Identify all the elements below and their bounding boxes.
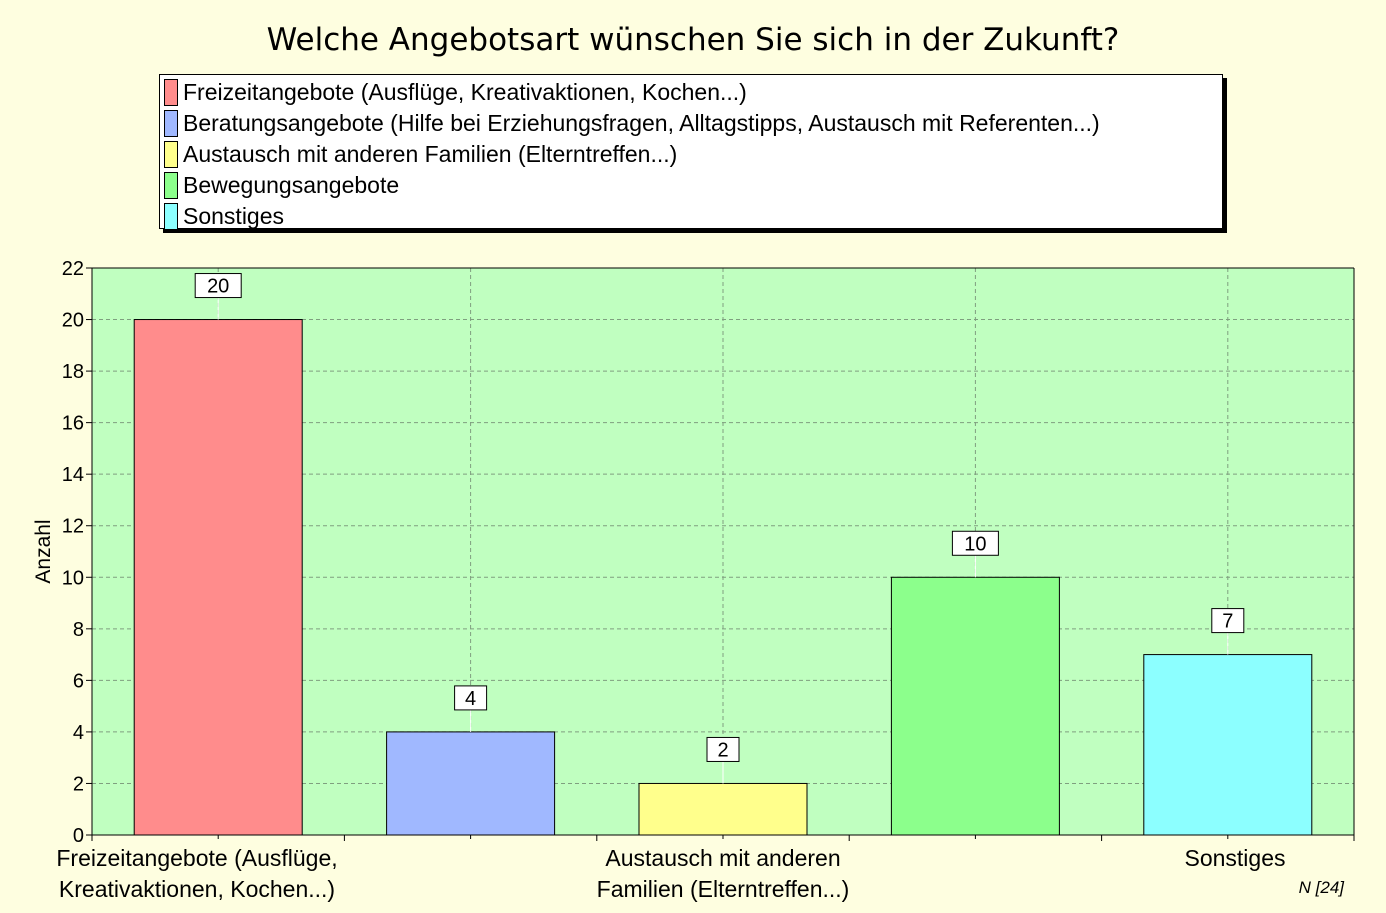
- legend-item: Beratungsangebote (Hilfe bei Erziehungsf…: [164, 108, 1222, 139]
- x-category-label: Familien (Elterntreffen...): [597, 876, 850, 902]
- x-category-label: Sonstiges: [1184, 845, 1285, 871]
- value-label-box: [454, 685, 488, 711]
- chart-legend: Freizeitangebote (Ausflüge, Kreativaktio…: [159, 74, 1223, 232]
- x-category-label: Freizeitangebote (Ausflüge,: [56, 845, 337, 871]
- y-tick-label: 0: [73, 825, 84, 847]
- y-tick-label: 8: [73, 619, 84, 641]
- legend-swatch: [164, 110, 178, 137]
- legend-item: Austausch mit anderen Familien (Elterntr…: [164, 139, 1222, 170]
- bar: [1143, 654, 1313, 836]
- value-label-box: [706, 736, 740, 762]
- legend-label: Bewegungsangebote: [183, 172, 400, 198]
- y-tick-label: 16: [62, 413, 84, 435]
- y-tick-label: 14: [62, 464, 84, 486]
- y-tick-label: 22: [62, 258, 84, 280]
- legend-swatch: [164, 79, 178, 106]
- sample-size-label: N [24]: [1298, 878, 1344, 897]
- value-label: 10: [964, 533, 986, 555]
- legend-item: Freizeitangebote (Ausflüge, Kreativaktio…: [164, 77, 1222, 108]
- legend-label: Freizeitangebote (Ausflüge, Kreativaktio…: [183, 79, 747, 105]
- bar: [638, 782, 808, 836]
- y-tick-label: 18: [62, 361, 84, 383]
- x-category-label: Austausch mit anderen: [605, 845, 840, 871]
- value-label: 2: [717, 739, 728, 761]
- y-tick-label: 6: [73, 670, 84, 692]
- legend-label: Sonstiges: [183, 203, 285, 229]
- value-label: 7: [1222, 611, 1233, 633]
- bar: [890, 576, 1060, 836]
- value-label-box: [951, 530, 999, 556]
- value-label-box: [194, 273, 242, 299]
- legend-swatch: [164, 203, 178, 230]
- y-tick-label: 12: [62, 516, 84, 538]
- y-axis-title: Anzahl: [32, 519, 55, 583]
- y-tick-label: 4: [73, 722, 84, 744]
- legend-label: Austausch mit anderen Familien (Elterntr…: [183, 141, 678, 167]
- legend-swatch: [164, 141, 178, 168]
- value-label: 20: [207, 276, 229, 298]
- chart-title: Welche Angebotsart wünschen Sie sich in …: [266, 22, 1120, 58]
- legend-item: Sonstiges: [164, 201, 1222, 232]
- x-category-label: Kreativaktionen, Kochen...): [59, 876, 335, 902]
- bar: [133, 319, 303, 836]
- legend-item: Bewegungsangebote: [164, 170, 1222, 201]
- y-tick-label: 2: [73, 773, 84, 795]
- y-tick-label: 20: [62, 310, 84, 332]
- legend-swatch: [164, 172, 178, 199]
- bar: [386, 731, 556, 836]
- legend-label: Beratungsangebote (Hilfe bei Erziehungsf…: [183, 110, 1100, 136]
- value-label-box: [1211, 608, 1245, 634]
- value-label: 4: [465, 688, 476, 710]
- y-tick-label: 10: [62, 567, 84, 589]
